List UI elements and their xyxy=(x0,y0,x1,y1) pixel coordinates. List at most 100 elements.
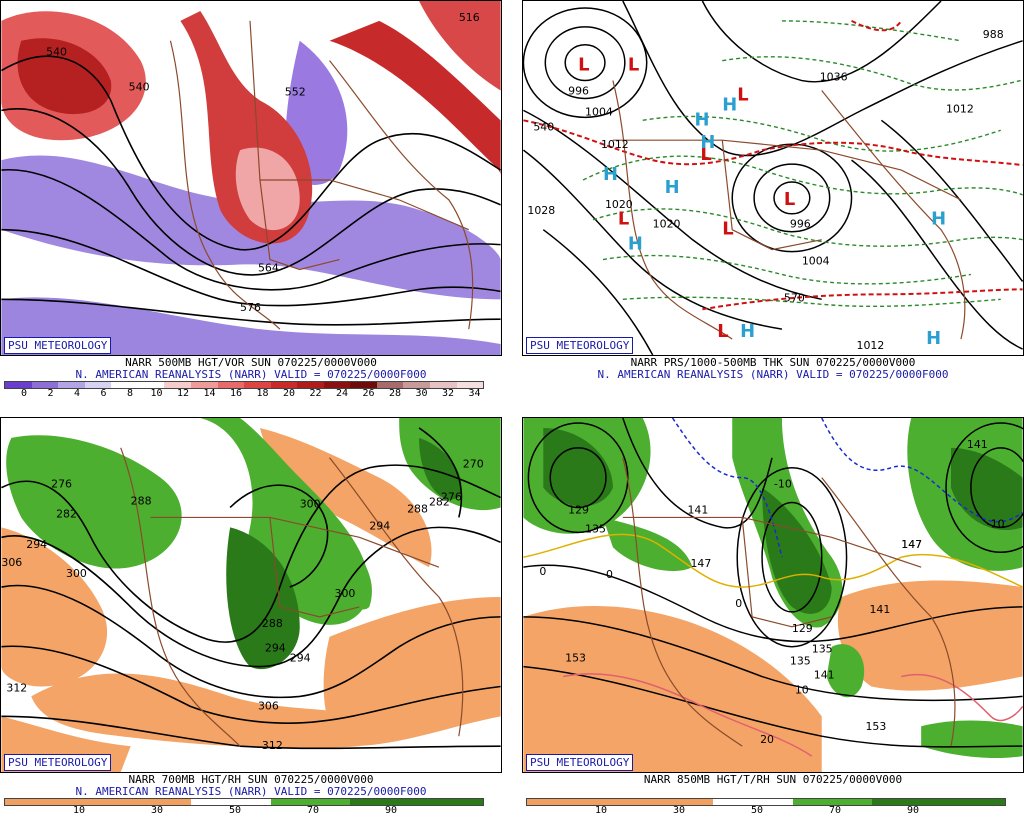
psu-meteorology-label: PSU METEOROLOGY xyxy=(526,337,634,354)
colorbar-tick-label: 10 xyxy=(72,805,86,816)
colorbar-swatch xyxy=(244,382,271,388)
rh700-map: 276 282 288 294 300 306 312 300 300 294 … xyxy=(0,417,502,773)
height-label: 129 xyxy=(568,503,589,516)
isotherm-label: -10 xyxy=(774,478,792,491)
colorbar-swatch xyxy=(925,799,952,805)
colorbar-swatch xyxy=(190,382,218,388)
colorbar-swatch xyxy=(659,799,687,805)
colorbar-swatch xyxy=(819,799,846,805)
colorbar-tick-label: 14 xyxy=(203,388,216,399)
height-label: 282 xyxy=(56,507,77,520)
colorbar-tick-label: 50 xyxy=(228,805,242,816)
colorbar-swatch xyxy=(766,799,793,805)
colorbar-swatch xyxy=(952,799,979,805)
height-label: 312 xyxy=(262,739,283,752)
colorbar-swatch xyxy=(297,382,324,388)
psu-meteorology-label: PSU METEOROLOGY xyxy=(4,754,112,771)
colorbar-swatch xyxy=(270,799,298,805)
height-label: 135 xyxy=(812,643,833,656)
colorbar-tick-label: 28 xyxy=(388,388,402,399)
panel-850mb-temp-rh: 129 135 141 147 153 147 141 135 129 -10 … xyxy=(522,417,1024,819)
panel-pressure-thickness: L L L L L L L L H H H H H H H H H 996 10… xyxy=(522,0,1024,402)
isobar-label: 1020 xyxy=(653,218,681,231)
height-label: 129 xyxy=(792,622,813,635)
isobar-label: 1028 xyxy=(527,204,555,217)
colorbar-swatch xyxy=(553,799,581,805)
high-pressure-marker: H xyxy=(665,177,680,198)
colorbar-tick-label: 24 xyxy=(335,388,349,399)
colorbar-swatch xyxy=(376,799,404,805)
colorbar-swatch xyxy=(376,382,404,388)
colorbar-tick-label: 90 xyxy=(906,805,920,816)
chart-title: NARR 700MB HGT/RH SUN 070225/0000V000 xyxy=(128,773,374,786)
colorbar-swatch xyxy=(527,799,554,805)
colorbar-swatch xyxy=(5,382,32,388)
height-label: 135 xyxy=(585,522,606,535)
colorbar-swatch xyxy=(58,799,85,805)
vorticity-map: 540 540 552 564 576 516 xyxy=(0,0,502,356)
colorbar-swatch xyxy=(580,799,607,805)
height-label: 288 xyxy=(262,617,283,630)
colorbar-tick-label: 30 xyxy=(150,805,164,816)
low-pressure-marker: L xyxy=(618,209,629,230)
low-pressure-marker: L xyxy=(717,321,728,342)
colorbar-tick-label: 2 xyxy=(47,388,54,399)
isobar-label: 988 xyxy=(983,28,1004,41)
height-label: 300 xyxy=(300,497,321,510)
height-label: 276 xyxy=(441,491,462,504)
height-label: 282 xyxy=(429,496,450,509)
isotherm-label: -10 xyxy=(987,517,1005,530)
isobar-label: 1004 xyxy=(585,105,613,118)
colorbar-swatch xyxy=(244,799,271,805)
height-label: 147 xyxy=(901,538,922,551)
psu-meteorology-label: PSU METEOROLOGY xyxy=(526,754,634,771)
height-label: 153 xyxy=(865,720,886,733)
isobar-label: 1012 xyxy=(601,138,629,151)
pressure-map: L L L L L L L L H H H H H H H H H 996 10… xyxy=(522,0,1024,356)
vorticity-colorbar xyxy=(4,381,484,389)
colorbar-tick-label: 12 xyxy=(176,388,190,399)
colorbar-swatch xyxy=(137,382,165,388)
isobar-label: 996 xyxy=(790,218,811,231)
chart-subtitle: N. AMERICAN REANALYSIS (NARR) VALID = 07… xyxy=(597,368,949,381)
isobar-label: 1012 xyxy=(857,339,885,352)
colorbar-swatch xyxy=(164,799,191,805)
pressure-map-graphic: L L L L L L L L H H H H H H H H H 996 10… xyxy=(523,1,1023,355)
colorbar-swatch xyxy=(111,799,138,805)
contour-label: 576 xyxy=(240,301,261,314)
height-label: 270 xyxy=(463,458,484,471)
colorbar-tick-label: 50 xyxy=(750,805,764,816)
chart-title: NARR 850MB HGT/T/RH SUN 070225/0000V000 xyxy=(643,773,903,786)
colorbar-tick-label: 8 xyxy=(126,388,134,399)
colorbar-swatch xyxy=(898,799,926,805)
psu-meteorology-label: PSU METEOROLOGY xyxy=(4,337,112,354)
height-label: 153 xyxy=(565,652,586,665)
high-pressure-marker: H xyxy=(722,94,737,115)
height-label: 141 xyxy=(814,669,835,682)
chart-title: NARR PRS/1000-500MB THK SUN 070225/0000V… xyxy=(630,356,916,369)
height-label: 288 xyxy=(131,495,152,508)
isotherm-label: 0 xyxy=(606,568,613,581)
rh-colorbar xyxy=(4,798,484,806)
rh-colorbar xyxy=(526,798,1006,806)
panel-700mb-rh: 276 282 288 294 300 306 312 300 300 294 … xyxy=(0,417,502,819)
colorbar-swatch xyxy=(270,382,298,388)
colorbar-swatch xyxy=(686,799,713,805)
colorbar-swatch xyxy=(58,382,85,388)
colorbar-swatch xyxy=(217,799,245,805)
contour-label: 540 xyxy=(46,46,67,59)
high-pressure-marker: H xyxy=(694,109,709,130)
height-label: 147 xyxy=(901,538,922,551)
isobar-label: 1036 xyxy=(820,71,848,84)
chart-subtitle: N. AMERICAN REANALYSIS (NARR) VALID = 07… xyxy=(75,785,427,798)
colorbar-swatch xyxy=(792,799,820,805)
colorbar-swatch xyxy=(739,799,767,805)
isotherm-label: 20 xyxy=(760,733,774,746)
colorbar-swatch xyxy=(350,382,377,388)
colorbar-swatch xyxy=(297,799,324,805)
height-label: 294 xyxy=(26,538,47,551)
colorbar-swatch xyxy=(31,382,59,388)
height-label: 141 xyxy=(967,438,988,451)
rh-colorbar-ticks: 10 30 50 70 90 xyxy=(4,805,482,819)
colorbar-tick-label: 32 xyxy=(441,388,455,399)
